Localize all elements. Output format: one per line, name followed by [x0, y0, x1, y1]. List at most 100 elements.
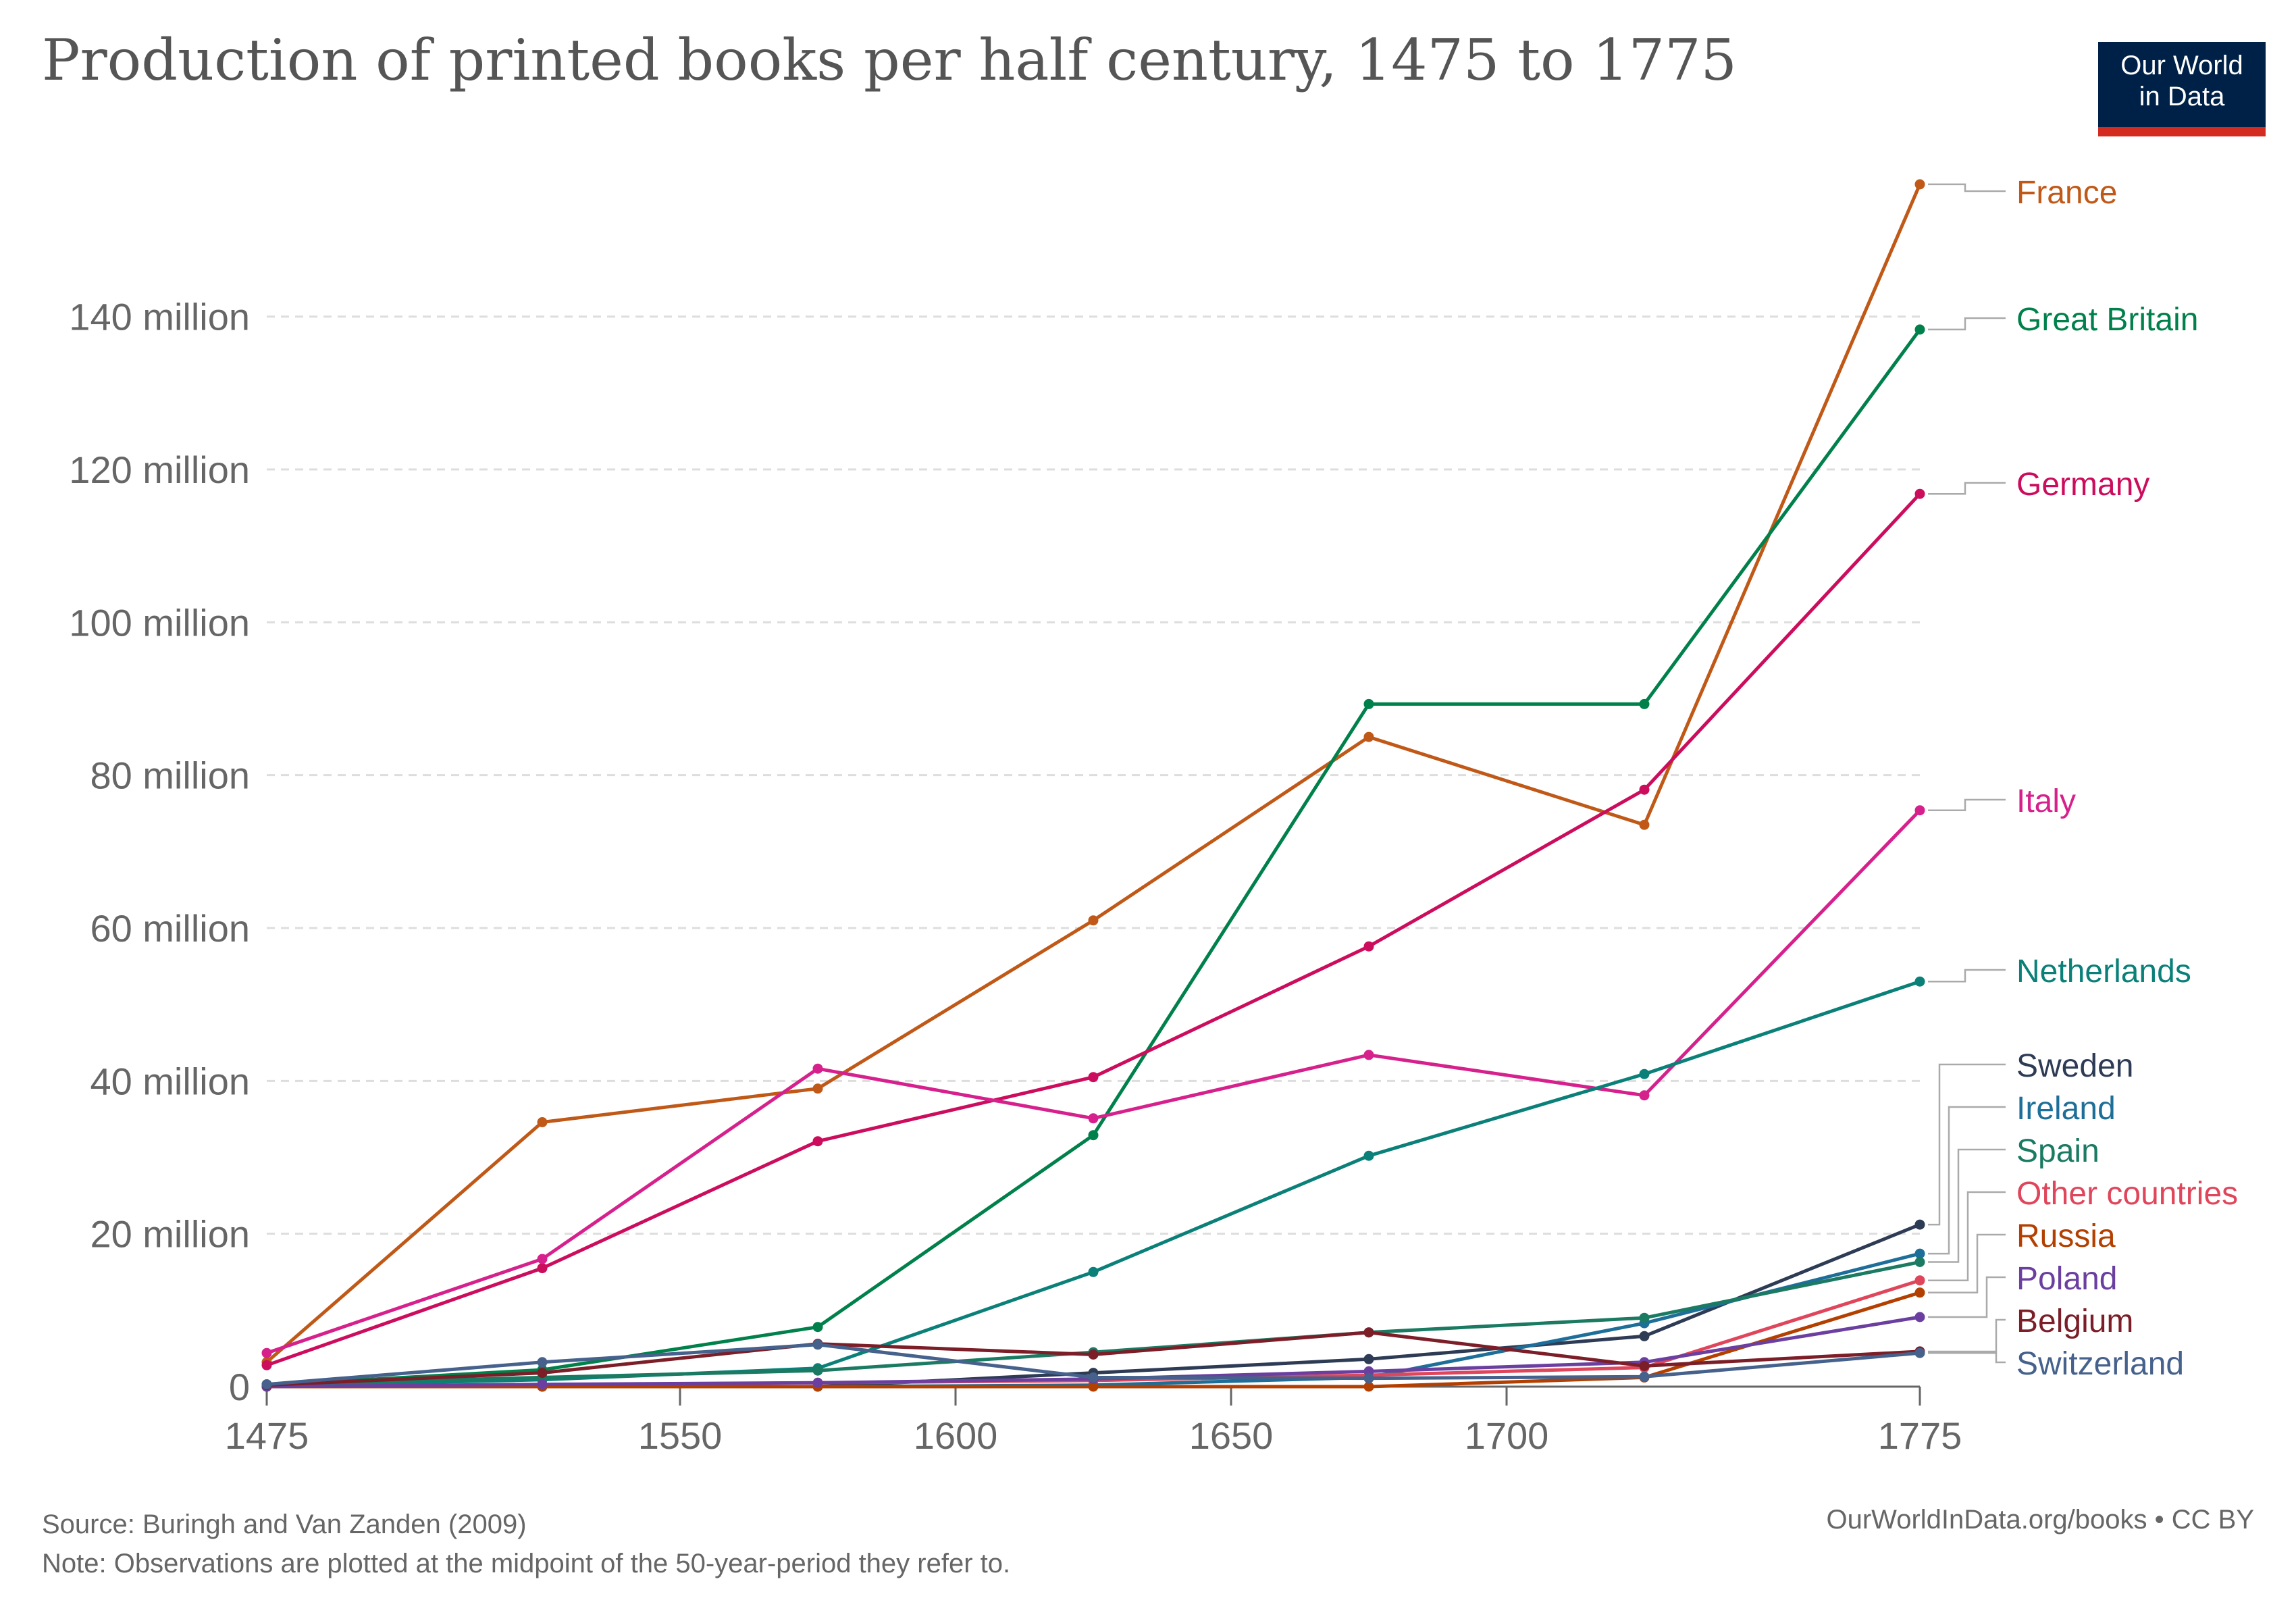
leader-line	[1928, 1063, 2006, 1226]
series-label: Great Britain	[2016, 302, 2198, 338]
data-point	[1363, 1381, 1374, 1392]
data-point	[1639, 1371, 1650, 1382]
data-point	[1639, 698, 1650, 709]
leader-line	[1928, 183, 2006, 192]
data-point	[1914, 1219, 1925, 1230]
data-point	[1363, 1354, 1374, 1364]
data-point	[1363, 1050, 1374, 1060]
leader-line	[1928, 1318, 2006, 1353]
series-label: Spain	[2016, 1133, 2099, 1169]
leader-line	[1928, 1352, 2006, 1364]
grid-lines	[267, 315, 1920, 1235]
leader-line	[1928, 482, 2006, 495]
data-point	[1088, 1381, 1099, 1392]
data-point	[812, 1322, 823, 1333]
data-point	[1914, 324, 1925, 335]
leader-line	[1928, 1233, 2006, 1294]
data-point	[1363, 1327, 1374, 1338]
data-point	[1088, 1372, 1099, 1383]
series-label: Belgium	[2016, 1304, 2133, 1339]
logo-line-2: in Data	[2139, 82, 2225, 111]
data-point	[1639, 1069, 1650, 1079]
chart-title: Production of printed books per half cen…	[42, 27, 1737, 93]
leader-line	[1928, 1148, 2006, 1263]
data-point	[537, 1254, 548, 1264]
leader-line	[1928, 1276, 2006, 1318]
leader-line	[1928, 798, 2006, 811]
leader-line	[1928, 317, 2006, 331]
x-tick-label: 1650	[1189, 1414, 1274, 1457]
leader-line	[1928, 1106, 2006, 1255]
source-text: Source: Buringh and Van Zanden (2009)	[42, 1510, 527, 1539]
data-point	[1914, 1248, 1925, 1259]
series-label: Switzerland	[2016, 1346, 2184, 1382]
data-point	[812, 1063, 823, 1074]
data-point	[1914, 1312, 1925, 1322]
series-label: Italy	[2016, 783, 2076, 819]
data-point	[1914, 976, 1925, 987]
x-tick-label: 1775	[1878, 1414, 1962, 1457]
data-point	[1088, 1130, 1099, 1141]
series-lines	[261, 179, 1925, 1392]
x-tick-label: 1550	[638, 1414, 723, 1457]
data-point	[1639, 1360, 1650, 1371]
data-point	[537, 1379, 548, 1390]
data-point	[537, 1263, 548, 1274]
data-point	[1363, 1150, 1374, 1161]
data-point	[537, 1357, 548, 1368]
y-tick-label: 120 million	[69, 448, 250, 491]
label-leaders	[1928, 183, 2006, 1364]
data-point	[1363, 941, 1374, 952]
data-point	[1639, 819, 1650, 830]
data-point	[812, 1365, 823, 1376]
data-point	[812, 1136, 823, 1147]
data-point	[1088, 1113, 1099, 1124]
series-label: Other countries	[2016, 1176, 2238, 1212]
series-label: Russia	[2016, 1218, 2116, 1254]
x-tick-label: 1700	[1465, 1414, 1549, 1457]
data-point	[1914, 1287, 1925, 1298]
footer-notes: Source: Buringh and Van Zanden (2009) No…	[42, 1505, 1010, 1583]
series-label: France	[2016, 175, 2117, 211]
y-tick-label: 100 million	[69, 601, 250, 644]
data-point	[1914, 1275, 1925, 1286]
owid-logo[interactable]: Our World in Data	[2098, 42, 2266, 136]
data-point	[1914, 1347, 1925, 1358]
data-point	[1639, 1312, 1650, 1323]
data-point	[1914, 488, 1925, 499]
data-point	[1363, 698, 1374, 709]
data-point	[1639, 1090, 1650, 1101]
series-line	[266, 328, 1922, 1387]
data-point	[1914, 179, 1925, 190]
data-point	[1088, 915, 1099, 926]
note-text: Note: Observations are plotted at the mi…	[42, 1549, 1011, 1578]
series-line	[267, 1223, 1921, 1389]
y-tick-label: 40 million	[90, 1060, 250, 1102]
data-point	[1363, 731, 1374, 742]
data-point	[1639, 1331, 1650, 1341]
data-point	[1639, 784, 1650, 795]
data-point	[537, 1117, 548, 1127]
y-tick-label: 0	[229, 1366, 250, 1408]
data-point	[1088, 1072, 1099, 1083]
y-tick-label: 20 million	[90, 1213, 250, 1256]
x-tick-label: 1475	[225, 1414, 309, 1457]
series-label: Sweden	[2016, 1048, 2133, 1084]
x-tick-label: 1600	[914, 1414, 998, 1457]
footer-url[interactable]: OurWorldInData.org/books • CC BY	[1826, 1505, 2254, 1535]
series-line	[265, 183, 1922, 1364]
data-point	[812, 1339, 823, 1350]
data-point	[1363, 1373, 1374, 1384]
y-tick-label: 80 million	[90, 754, 250, 797]
series-label: Germany	[2016, 467, 2149, 503]
data-point	[261, 1360, 272, 1370]
data-point	[812, 1083, 823, 1094]
data-point	[261, 1347, 272, 1358]
y-tick-label: 60 million	[90, 907, 250, 950]
series-labels: France Great Britain Germany Italy Netherlan…	[2016, 175, 2238, 1382]
series-label: Netherlands	[2016, 954, 2191, 989]
data-point	[1914, 805, 1925, 816]
leader-line	[1928, 1191, 2006, 1281]
data-point	[1914, 1257, 1925, 1267]
